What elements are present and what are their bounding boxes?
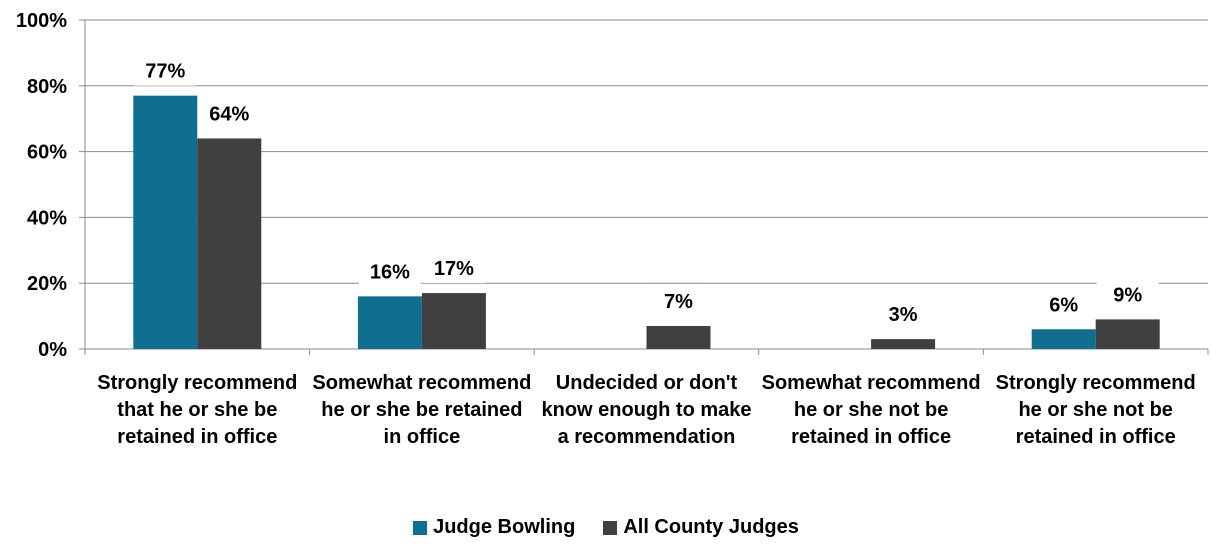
legend-swatch [603, 520, 618, 535]
data-label: 77% [145, 61, 185, 83]
category-label: Strongly recommend he or she not be reta… [995, 372, 1196, 448]
legend-label: All County Judges [623, 516, 799, 538]
category-label: Strongly recommend that he or she be ret… [97, 372, 298, 448]
category-label: Somewhat recommend he or she be retained… [312, 372, 532, 448]
legend-item-judge-bowling: Judge Bowling [413, 516, 575, 539]
data-label-bg [872, 297, 935, 330]
data-label: 9% [1113, 284, 1142, 306]
data-label-bg [358, 254, 421, 287]
data-label-bg [198, 96, 261, 129]
legend-item-all-county-judges: All County Judges [603, 516, 799, 539]
data-label-bg [1096, 277, 1159, 310]
data-label-bg [1032, 287, 1095, 320]
y-tick-label: 0% [38, 339, 67, 361]
y-tick-label: 40% [27, 207, 67, 229]
y-tick-label: 60% [27, 142, 67, 164]
data-label: 6% [1049, 294, 1078, 316]
data-label-bg [647, 283, 710, 316]
legend-swatch [413, 520, 428, 535]
bar [646, 325, 711, 349]
category-label: Somewhat recommend he or she not be reta… [761, 372, 981, 448]
y-tick-label: 20% [27, 273, 67, 295]
bar [133, 95, 198, 349]
data-label: 16% [370, 261, 410, 283]
y-tick-label: 100% [16, 10, 67, 32]
bar [421, 293, 486, 349]
bar [1031, 329, 1096, 349]
legend-label: Judge Bowling [433, 516, 576, 538]
data-label-bg [422, 251, 485, 284]
legend: Judge Bowling All County Judges [0, 516, 1212, 539]
bar [357, 296, 422, 349]
data-label-bg [134, 53, 197, 86]
data-label: 3% [889, 304, 918, 326]
data-label: 64% [209, 103, 249, 125]
data-label: 7% [664, 291, 693, 313]
bar [1095, 319, 1160, 349]
category-label: Undecided or don't know enough to make a… [541, 372, 752, 448]
data-label: 17% [434, 258, 474, 280]
bar [197, 138, 262, 349]
y-tick-label: 80% [27, 76, 67, 98]
bar [871, 339, 936, 349]
